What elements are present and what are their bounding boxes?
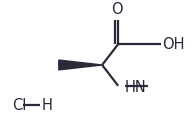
Text: Cl: Cl bbox=[12, 98, 26, 113]
Polygon shape bbox=[59, 60, 102, 70]
Text: O: O bbox=[111, 2, 123, 17]
Text: H: H bbox=[42, 98, 53, 113]
Text: OH: OH bbox=[162, 37, 185, 52]
Text: HN: HN bbox=[125, 80, 146, 95]
